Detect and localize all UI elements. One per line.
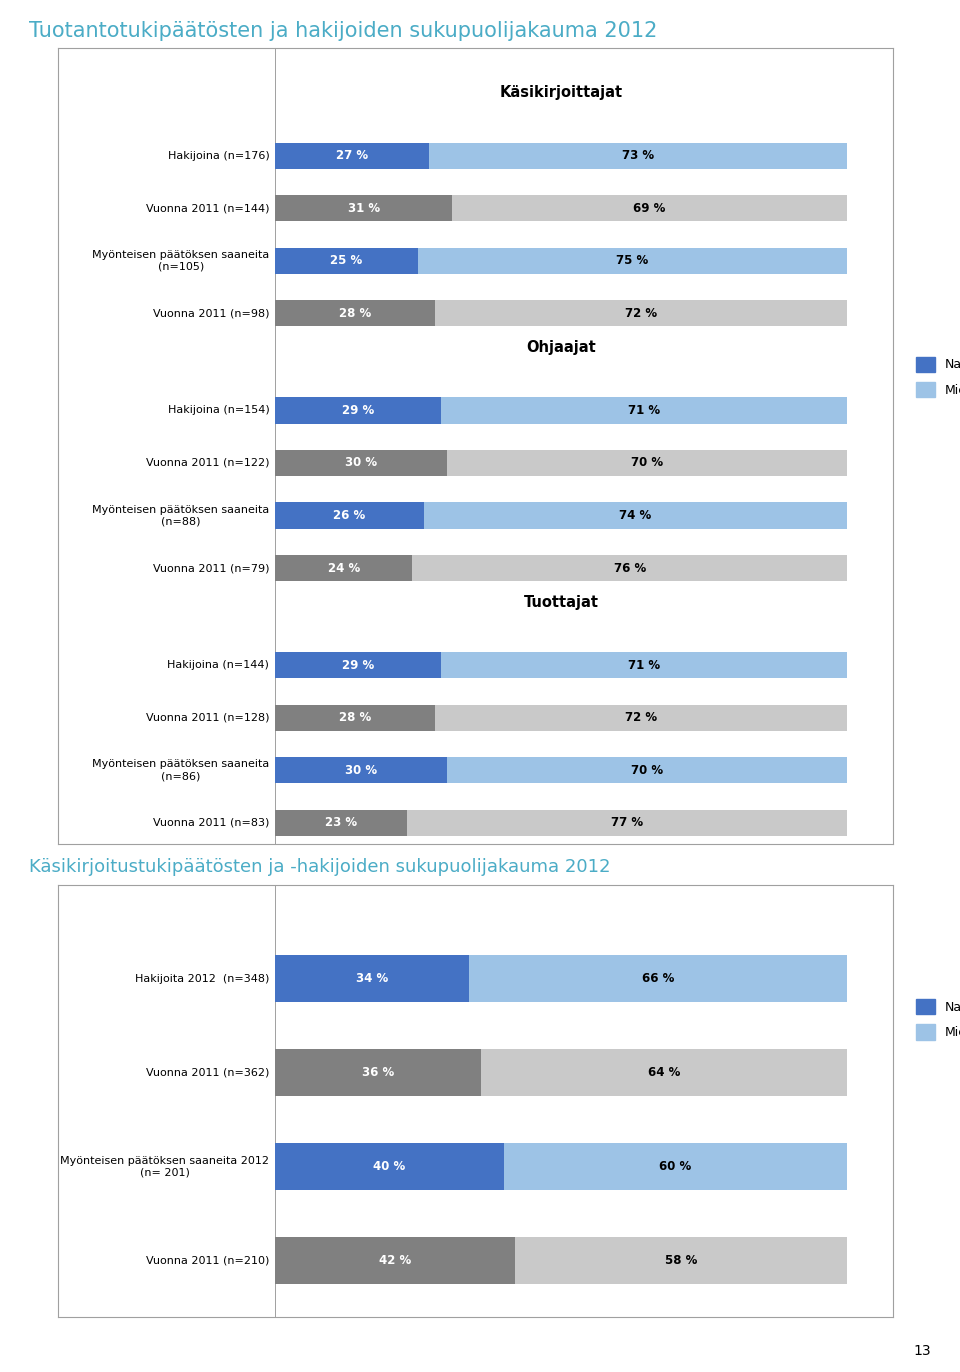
Text: 26 %: 26 % (333, 509, 366, 521)
Text: Käsikirjoittajat: Käsikirjoittajat (499, 85, 623, 100)
Text: 70 %: 70 % (631, 764, 662, 777)
Bar (441, 398, 847, 424)
Text: Vuonna 2011 (n=362): Vuonna 2011 (n=362) (146, 1067, 269, 1078)
Text: 70 %: 70 % (631, 457, 662, 469)
Text: 60 %: 60 % (660, 1161, 691, 1173)
Text: Myönteisen päätöksen saaneita
(n=86): Myönteisen päätöksen saaneita (n=86) (92, 760, 269, 781)
Text: Hakijoina (n=176): Hakijoina (n=176) (167, 151, 269, 161)
Text: 29 %: 29 % (342, 403, 374, 417)
Text: Vuonna 2011 (n=210): Vuonna 2011 (n=210) (146, 1255, 269, 1266)
Bar (275, 955, 469, 1003)
Bar (452, 195, 847, 221)
Text: Käsikirjoitustukipäätösten ja -hakijoiden sukupuolijakauma 2012: Käsikirjoitustukipäätösten ja -hakijoide… (29, 858, 611, 875)
Bar (275, 652, 441, 678)
Text: 29 %: 29 % (342, 659, 374, 672)
Bar (481, 1050, 847, 1096)
Bar (423, 502, 847, 528)
Text: 36 %: 36 % (362, 1066, 394, 1080)
Text: 66 %: 66 % (642, 973, 675, 985)
Bar (412, 554, 847, 582)
Bar (275, 300, 435, 327)
Text: 75 %: 75 % (616, 254, 649, 268)
Text: 71 %: 71 % (628, 403, 660, 417)
Text: 72 %: 72 % (625, 711, 658, 724)
Text: Hakijoina (n=144): Hakijoina (n=144) (167, 660, 269, 670)
Text: 64 %: 64 % (648, 1066, 681, 1080)
Text: 28 %: 28 % (339, 307, 372, 320)
Text: 74 %: 74 % (619, 509, 652, 521)
Text: 73 %: 73 % (622, 150, 655, 162)
Bar (516, 1238, 847, 1284)
Text: Myönteisen päätöksen saaneita
(n=88): Myönteisen päätöksen saaneita (n=88) (92, 505, 269, 527)
Bar (275, 705, 435, 731)
Text: 72 %: 72 % (625, 307, 658, 320)
Text: 28 %: 28 % (339, 711, 372, 724)
Bar (418, 247, 847, 274)
Text: 24 %: 24 % (327, 561, 360, 575)
Text: 23 %: 23 % (324, 816, 357, 829)
Bar (429, 143, 847, 169)
Text: 71 %: 71 % (628, 659, 660, 672)
Text: Tuottajat: Tuottajat (523, 594, 598, 609)
Bar (275, 450, 446, 476)
Bar (275, 1238, 516, 1284)
Bar (275, 1143, 504, 1191)
Bar (275, 757, 446, 783)
Bar (441, 652, 847, 678)
Text: 77 %: 77 % (611, 816, 643, 829)
Bar (446, 450, 847, 476)
Bar (446, 757, 847, 783)
Text: Vuonna 2011 (n=144): Vuonna 2011 (n=144) (146, 203, 269, 213)
Text: Vuonna 2011 (n=83): Vuonna 2011 (n=83) (153, 818, 269, 827)
Bar (504, 1143, 847, 1191)
Text: 30 %: 30 % (345, 764, 377, 777)
Text: Vuonna 2011 (n=122): Vuonna 2011 (n=122) (146, 458, 269, 468)
Text: 42 %: 42 % (379, 1254, 411, 1268)
Text: Tuotantotukipäätösten ja hakijoiden sukupuolijakauma 2012: Tuotantotukipäätösten ja hakijoiden suku… (29, 21, 658, 41)
Text: 30 %: 30 % (345, 457, 377, 469)
Text: Vuonna 2011 (n=79): Vuonna 2011 (n=79) (153, 563, 269, 573)
Bar (275, 502, 423, 528)
Bar (469, 955, 847, 1003)
Text: 34 %: 34 % (356, 973, 389, 985)
Text: Vuonna 2011 (n=128): Vuonna 2011 (n=128) (146, 712, 269, 723)
Bar (275, 398, 441, 424)
Bar (275, 554, 412, 582)
Bar (275, 1050, 481, 1096)
Bar (275, 809, 406, 836)
Bar (435, 300, 847, 327)
Text: Ohjaajat: Ohjaajat (526, 340, 596, 355)
Text: 40 %: 40 % (373, 1161, 405, 1173)
Text: 13: 13 (914, 1345, 931, 1358)
Legend: Naisia, Miehiä: Naisia, Miehiä (916, 999, 960, 1040)
Bar (406, 809, 847, 836)
Text: Hakijoina (n=154): Hakijoina (n=154) (167, 406, 269, 416)
Text: Hakijoita 2012  (n=348): Hakijoita 2012 (n=348) (135, 974, 269, 984)
Text: 58 %: 58 % (665, 1254, 697, 1268)
Text: Myönteisen päätöksen saaneita
(n=105): Myönteisen päätöksen saaneita (n=105) (92, 250, 269, 272)
Text: 31 %: 31 % (348, 202, 380, 215)
Text: 27 %: 27 % (336, 150, 369, 162)
Legend: Naisia, Miehiä: Naisia, Miehiä (916, 357, 960, 397)
Text: Vuonna 2011 (n=98): Vuonna 2011 (n=98) (153, 309, 269, 318)
Text: 76 %: 76 % (613, 561, 646, 575)
Bar (275, 143, 429, 169)
Bar (275, 195, 452, 221)
Text: 25 %: 25 % (330, 254, 363, 268)
Text: Myönteisen päätöksen saaneita 2012
(n= 201): Myönteisen päätöksen saaneita 2012 (n= 2… (60, 1157, 269, 1177)
Bar (435, 705, 847, 731)
Bar (275, 247, 418, 274)
Text: 69 %: 69 % (634, 202, 666, 215)
